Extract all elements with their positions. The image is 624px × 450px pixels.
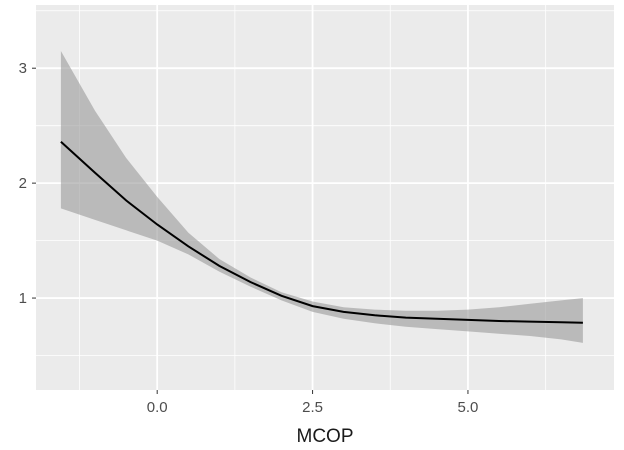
x-tick-label: 2.5: [302, 399, 323, 416]
x-axis: 0.0 2.5 5.0: [147, 390, 479, 416]
x-tick-label: 5.0: [458, 399, 479, 416]
fitted-line: [60, 141, 583, 324]
y-tick-label: 2: [19, 175, 27, 192]
y-tick-label: 3: [19, 60, 27, 77]
confidence-ribbon: [60, 51, 583, 343]
x-tick-label: 0.0: [147, 399, 168, 416]
y-tick-label: 1: [19, 290, 27, 307]
y-axis: 1 2 3: [19, 60, 36, 307]
x-axis-title: MCOP: [297, 426, 354, 447]
